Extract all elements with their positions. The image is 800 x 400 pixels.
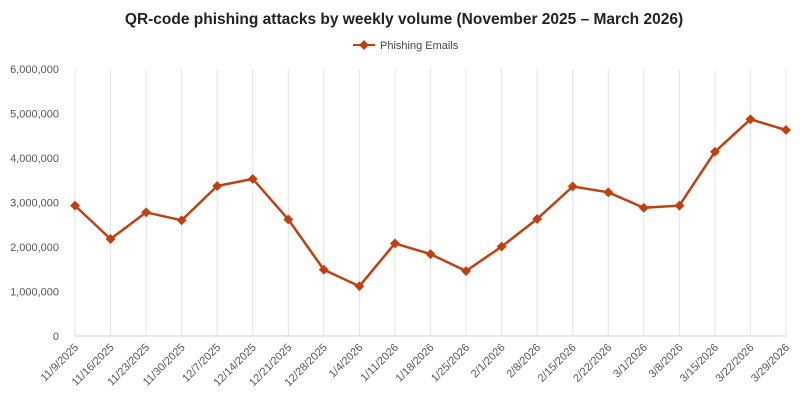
data-point	[781, 125, 791, 135]
data-point	[496, 241, 507, 252]
data-point	[567, 181, 578, 192]
y-tick-label: 0	[53, 331, 59, 343]
data-point	[212, 181, 223, 191]
data-point	[141, 207, 152, 218]
data-point	[674, 200, 685, 211]
y-tick-label: 1,000,000	[10, 287, 59, 299]
x-tick-label: 1/25/2026	[429, 342, 472, 385]
legend-label: Phishing Emails	[380, 40, 459, 52]
data-point	[105, 234, 116, 244]
grid	[74, 69, 787, 336]
data-point	[176, 215, 187, 226]
x-tick-label: 2/1/2026	[469, 342, 508, 381]
legend: Phishing Emails	[353, 40, 459, 52]
data-point	[70, 200, 80, 211]
data-point	[461, 266, 471, 276]
data-point	[532, 214, 543, 224]
chart-title: QR-code phishing attacks by weekly volum…	[125, 11, 683, 28]
y-tick-label: 6,000,000	[10, 64, 59, 76]
y-tick-label: 2,000,000	[10, 242, 59, 254]
data-point	[603, 187, 614, 198]
x-tick-label: 2/22/2026	[571, 342, 614, 385]
series-phishing-emails	[70, 114, 791, 292]
y-tick-label: 3,000,000	[10, 198, 59, 210]
data-point	[247, 173, 258, 184]
y-tick-label: 4,000,000	[10, 153, 59, 165]
data-point	[425, 249, 436, 260]
data-point	[745, 114, 756, 125]
x-tick-label: 3/29/2026	[749, 342, 792, 385]
data-point	[354, 281, 365, 292]
data-point	[283, 214, 294, 225]
data-point	[390, 238, 400, 249]
data-point	[709, 146, 720, 157]
x-tick-label: 3/1/2026	[611, 342, 650, 381]
legend-diamond-marker	[359, 40, 369, 50]
data-point	[638, 202, 649, 213]
data-point	[318, 264, 329, 275]
y-tick-label: 5,000,000	[10, 109, 59, 121]
